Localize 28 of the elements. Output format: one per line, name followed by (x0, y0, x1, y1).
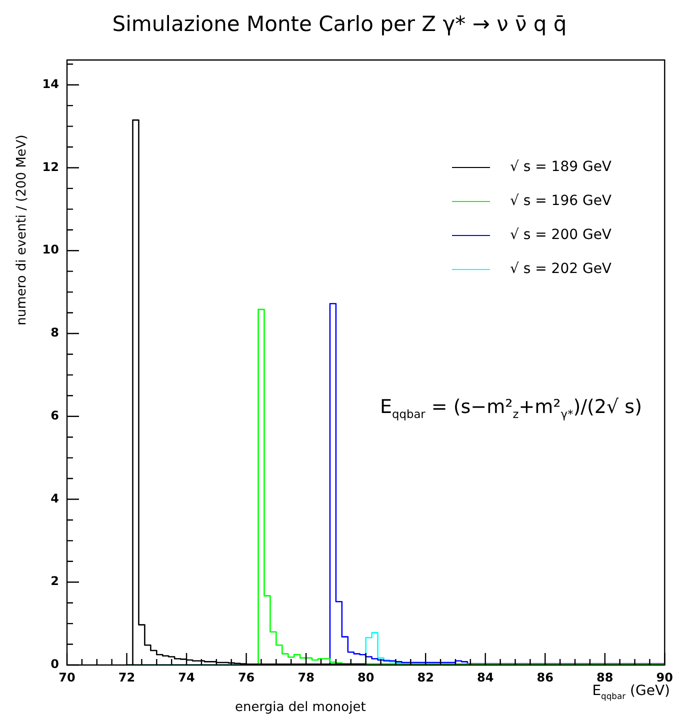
y-tick-label: 12 (42, 160, 59, 174)
x-tick-label: 78 (298, 670, 314, 684)
x-tick-label: 90 (656, 670, 673, 684)
legend-label: √ s = 189 GeV (510, 159, 612, 175)
x-tick-label: 80 (357, 670, 374, 684)
legend-label: √ s = 200 GeV (510, 227, 612, 243)
annotation: E$_{qqbar}$ = (s−m²$_{z}$+m²$_{γ*}$)/(2√ s) (380, 396, 642, 421)
y-tick-label: 8 (50, 326, 59, 340)
x-tick-label: 74 (178, 670, 195, 684)
y-tick-label: 14 (42, 76, 59, 91)
x-tick-label: 88 (596, 670, 614, 684)
y-tick-label: 2 (50, 574, 59, 588)
x-tick-label: 76 (238, 670, 255, 684)
legend-label: √ s = 202 GeV (510, 261, 612, 277)
y-axis-title: numero di eventi / (200 MeV) (14, 134, 30, 326)
y-tick-label: 0 (50, 657, 59, 672)
x-tick-label: 84 (477, 670, 494, 684)
y-tick-label: 6 (50, 408, 59, 422)
x-tick-label: 70 (58, 670, 76, 684)
x-tick-label: 72 (118, 670, 136, 684)
x-tick-label: 86 (536, 670, 554, 684)
y-tick-label: 4 (50, 491, 59, 506)
x-tick-label: 82 (417, 670, 434, 684)
chart-title: Simulazione Monte Carlo per Z γ* → ν ν̄ q q̄ (111, 12, 568, 36)
text: energia del monojet (235, 700, 366, 715)
x-axis-title: E$_{qqbar}$ (GeV) (592, 683, 670, 701)
y-tick-label: 10 (42, 242, 59, 257)
legend-label: √ s = 196 GeV (510, 193, 612, 209)
